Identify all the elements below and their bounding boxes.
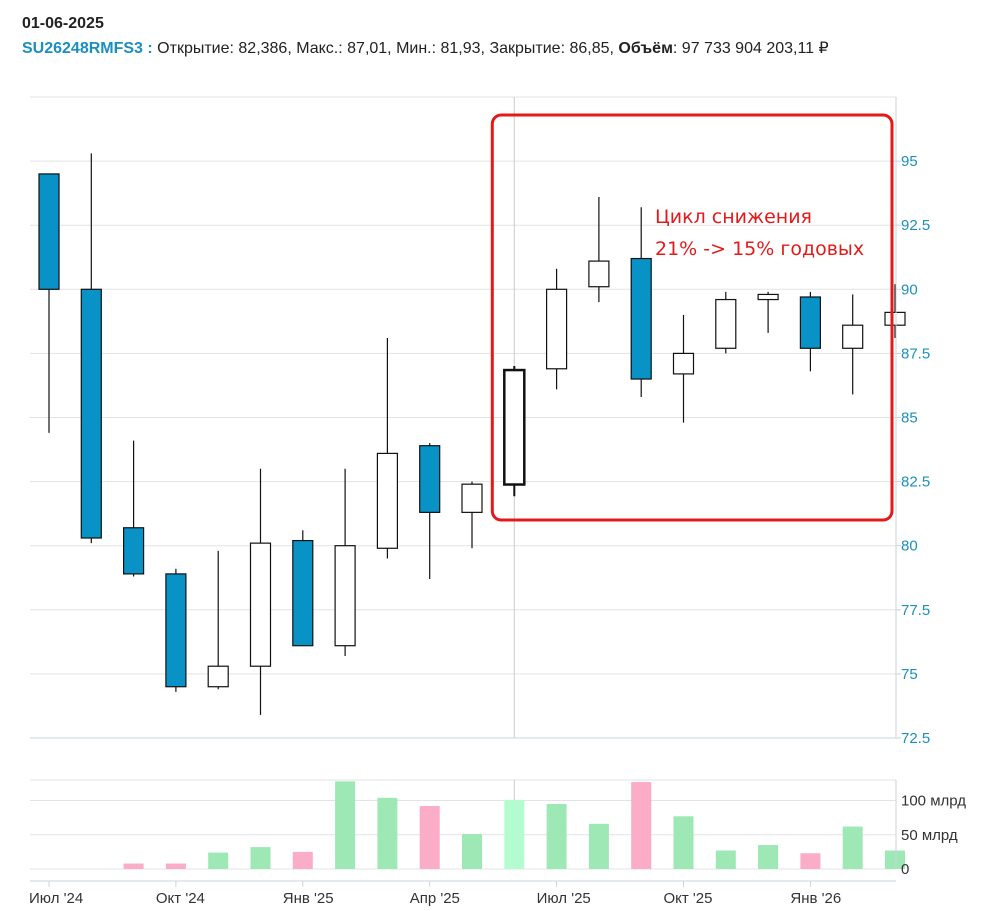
volume-bar[interactable] [292,851,313,869]
x-tick-label: Апр '25 [410,890,460,907]
price-tick-label: 95 [901,153,918,170]
volume-bar[interactable] [377,797,398,869]
candle-body[interactable] [38,173,60,290]
x-tick-label: Янв '26 [790,890,841,907]
price-tick-label: 90 [901,281,918,298]
candle-body[interactable] [376,452,398,549]
candle-body[interactable] [292,539,314,647]
ohlc-summary: SU26248RMFS3 : Открытие: 82,386, Макс.: … [22,38,829,58]
volume-bar[interactable] [546,803,567,869]
volume-tick-label: 50 млрд [901,827,958,844]
price-tick-label: 92.5 [901,217,930,234]
volume-bar[interactable] [462,834,482,869]
price-tick-label: 82.5 [901,474,930,491]
candle-body[interactable] [165,573,187,688]
price-tick-label: 85 [901,410,918,427]
selected-date: 01-06-2025 [22,15,104,32]
volume-bar[interactable] [758,845,779,869]
candle-body[interactable] [419,445,441,513]
x-tick-label: Окт '24 [156,890,205,907]
candle-body[interactable] [588,260,610,288]
candle-body[interactable] [715,298,737,349]
candles[interactable] [38,153,906,715]
volume-tick-label: 100 млрд [901,793,966,810]
volume-bar[interactable] [715,850,736,869]
price-tick-label: 77.5 [901,602,930,619]
volume-bars[interactable] [123,781,905,869]
ticker-symbol: SU26248RMFS3 : [22,40,153,57]
volume-bar[interactable] [631,782,652,869]
price-tick-label: 75 [901,666,918,683]
volume-bar[interactable] [842,826,863,869]
candle-body[interactable] [545,288,568,370]
x-tick-label: Июл '24 [29,890,83,907]
candle-body[interactable] [80,288,102,539]
candle-body[interactable] [757,293,779,301]
volume-bar[interactable] [165,863,186,869]
price-tick-label: 80 [901,538,918,555]
x-tick-label: Янв '25 [283,890,334,907]
volume-bar[interactable] [123,863,144,869]
candle-body[interactable] [842,324,864,349]
candle-body[interactable] [630,257,652,380]
volume-bar[interactable] [673,816,694,869]
price-tick-label: 87.5 [901,345,930,362]
volume-tick-label: 0 [901,861,909,878]
volume-bar[interactable] [335,781,356,869]
ohlc-values: Открытие: 82,386, Макс.: 87,01, Мин.: 81… [152,40,619,57]
candle-body[interactable] [503,368,526,486]
candle-body[interactable] [122,527,145,575]
volume-bar[interactable] [588,823,609,869]
highlight-rectangle [490,113,894,522]
volume-bar[interactable] [885,850,905,869]
candle-body[interactable] [672,352,695,375]
candle-body[interactable] [884,311,906,326]
volume-bar[interactable] [419,806,440,869]
volume-value: : 97 733 904 203,11 ₽ [672,40,829,57]
volume-bar[interactable] [208,852,229,869]
candle-body[interactable] [249,542,272,667]
candle-body[interactable] [799,296,822,349]
volume-bar[interactable] [800,853,821,869]
candle-body[interactable] [207,665,229,688]
volume-bar[interactable] [504,799,525,869]
annotation-line-2: 21% -> 15% годовых [655,238,865,260]
candle-body[interactable] [334,545,356,647]
candle-body[interactable] [461,483,483,513]
x-tick-label: Июл '25 [537,890,591,907]
grid-lines [30,96,896,870]
axes: 72.5 75 77.5 80 82.5 85 87.5 90 92.5 95 0 50 млрд 10… [29,97,966,907]
volume-bar[interactable] [250,847,271,869]
annotation-line-1: Цикл снижения [655,206,812,228]
annotation-box [490,113,894,522]
price-tick-label: 72.5 [901,730,930,747]
volume-label: Объём [618,40,673,57]
x-tick-label: Окт '25 [664,890,713,907]
